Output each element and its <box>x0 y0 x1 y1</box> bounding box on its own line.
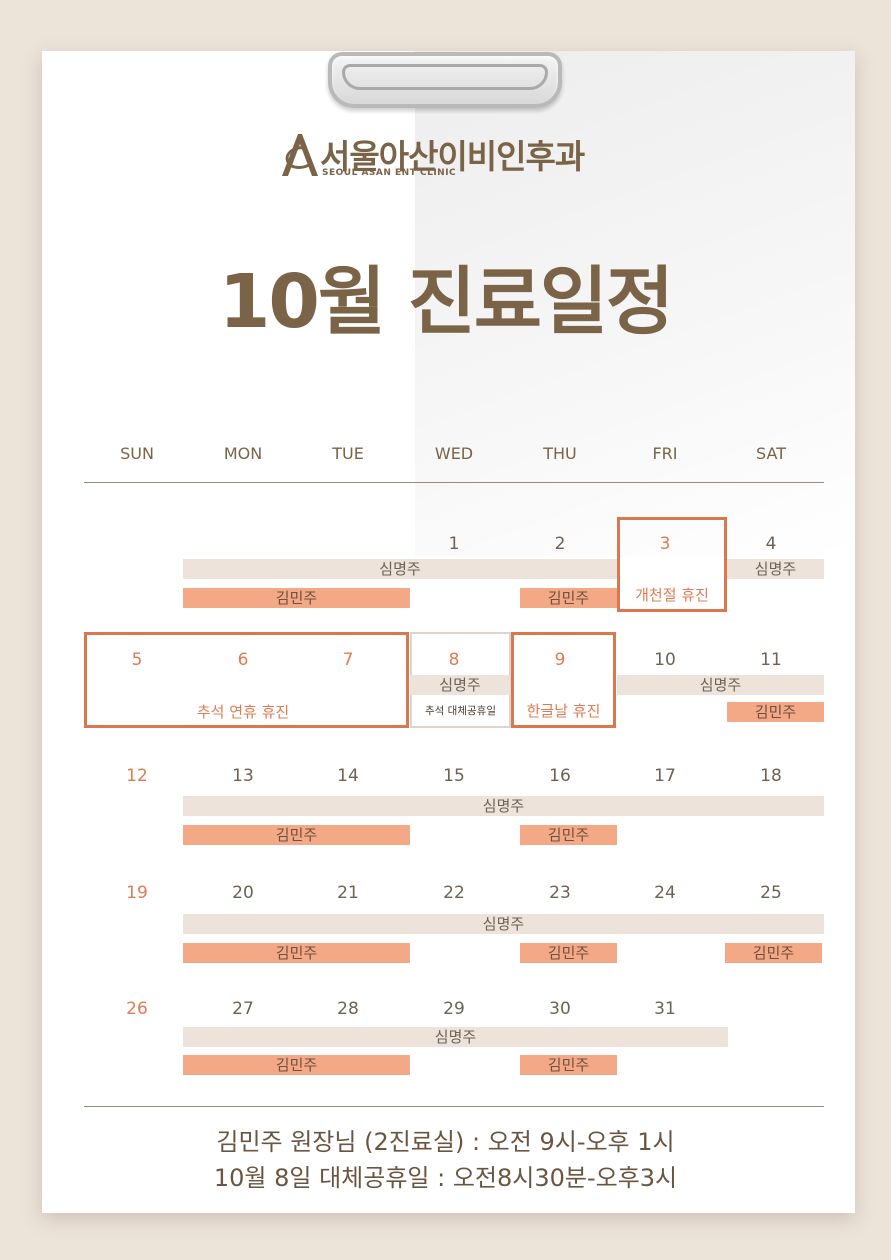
schedule-bar-shim: 심명주 <box>183 1027 728 1047</box>
date-number: 4 <box>765 534 777 554</box>
date-number: 23 <box>549 883 571 903</box>
schedule-bar-shim: 심명주 <box>183 559 617 579</box>
clinic-logo-icon <box>282 134 318 176</box>
date-number: 31 <box>654 999 676 1019</box>
weekday-wed: WED <box>434 444 474 463</box>
schedule-bar-kim: 김민주 <box>727 702 824 722</box>
schedule-bar-shim: 심명주 <box>183 796 824 816</box>
schedule-bar-shim: 심명주 <box>410 675 510 695</box>
schedule-bar-kim: 김민주 <box>725 943 822 963</box>
date-number: 27 <box>232 999 254 1019</box>
date-number: 12 <box>126 766 148 786</box>
date-number: 25 <box>760 883 782 903</box>
weekday-tue: TUE <box>332 444 364 463</box>
date-number: 29 <box>443 999 465 1019</box>
schedule-bar-kim: 김민주 <box>520 943 617 963</box>
date-number: 13 <box>232 766 254 786</box>
holiday-label-substitute: 추석 대체공휴일 <box>425 705 496 717</box>
weekday-mon: MON <box>223 444 263 463</box>
date-number: 9 <box>554 650 566 670</box>
schedule-bar-shim: 심명주 <box>183 914 824 934</box>
date-number: 2 <box>554 534 566 554</box>
schedule-bar-kim: 김민주 <box>183 588 410 608</box>
date-number: 11 <box>760 650 782 670</box>
date-number: 1 <box>448 534 460 554</box>
date-number: 16 <box>549 766 571 786</box>
date-number: 10 <box>654 650 676 670</box>
weekday-fri: FRI <box>652 444 678 463</box>
holiday-box-chuseok <box>84 632 409 728</box>
schedule-bar-shim: 심명주 <box>617 675 824 695</box>
date-number: 21 <box>337 883 359 903</box>
footer-divider <box>84 1106 824 1107</box>
date-number: 24 <box>654 883 676 903</box>
date-number: 7 <box>342 650 354 670</box>
page-title: 10월 진료일정 <box>218 259 674 345</box>
schedule-bar-kim: 김민주 <box>183 1055 410 1075</box>
header-divider <box>84 482 824 483</box>
date-number: 18 <box>760 766 782 786</box>
weekday-thu: THU <box>543 444 577 463</box>
footer-hours-substitute: 10월 8일 대체공휴일 : 오전8시30분-오후3시 <box>213 1164 678 1192</box>
schedule-bar-shim: 심명주 <box>727 559 824 579</box>
date-number: 15 <box>443 766 465 786</box>
footer-hours-kim: 김민주 원장님 (2진료실) : 오전 9시-오후 1시 <box>216 1128 675 1156</box>
schedule-bar-kim: 김민주 <box>520 1055 617 1075</box>
clipboard-clip <box>328 52 562 108</box>
date-number: 19 <box>126 883 148 903</box>
clinic-name-korean: 서울아산이비인후과 <box>320 137 585 176</box>
schedule-bar-kim: 김민주 <box>183 943 410 963</box>
holiday-label-hangul-day: 한글날 휴진 <box>526 702 601 720</box>
date-number: 8 <box>448 650 460 670</box>
date-number: 3 <box>659 534 671 554</box>
date-number: 20 <box>232 883 254 903</box>
clinic-logo: 서울아산이비인후과 SEOUL ASAN ENT CLINIC <box>276 128 616 184</box>
holiday-label-foundation-day: 개천절 휴진 <box>635 586 709 604</box>
weekday-sun: SUN <box>120 444 154 463</box>
date-number: 5 <box>131 650 143 670</box>
weekday-sat: SAT <box>756 444 786 463</box>
date-number: 30 <box>549 999 571 1019</box>
date-number: 6 <box>237 650 249 670</box>
holiday-label-chuseok: 추석 연휴 휴진 <box>196 703 290 721</box>
clinic-name-english: SEOUL ASAN ENT CLINIC <box>322 168 457 178</box>
holiday-box-foundation-day <box>617 517 727 612</box>
schedule-bar-kim: 김민주 <box>520 588 617 608</box>
schedule-bar-kim: 김민주 <box>520 825 617 845</box>
date-number: 17 <box>654 766 676 786</box>
holiday-box-hangul-day <box>511 632 616 728</box>
date-number: 26 <box>126 999 148 1019</box>
schedule-bar-kim: 김민주 <box>183 825 410 845</box>
date-number: 14 <box>337 766 359 786</box>
date-number: 22 <box>443 883 465 903</box>
date-number: 28 <box>337 999 359 1019</box>
